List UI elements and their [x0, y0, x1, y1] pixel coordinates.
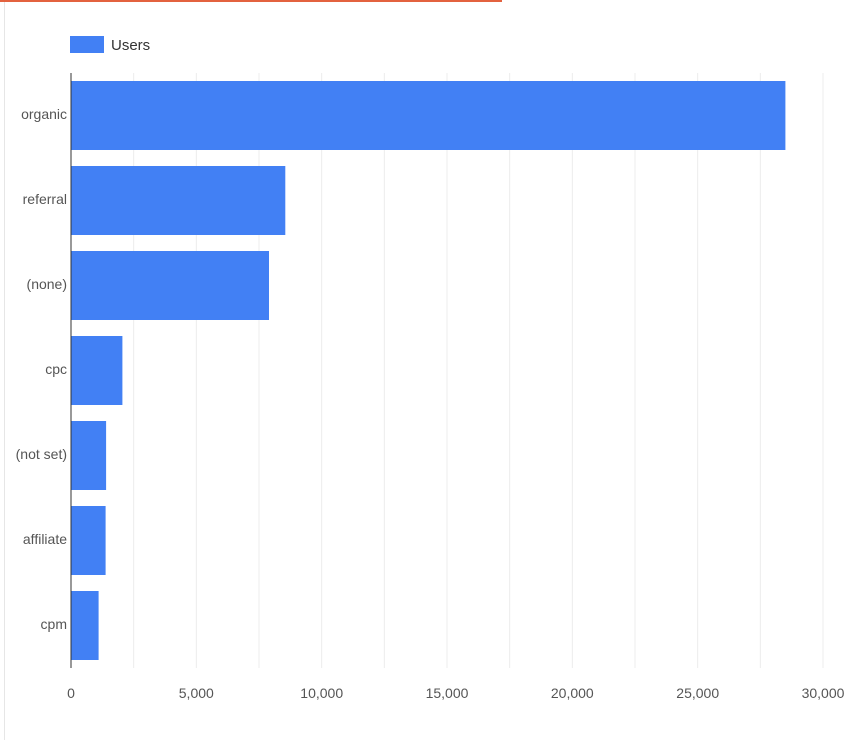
x-tick-label: 10,000: [300, 685, 343, 701]
category-label: cpc: [45, 361, 67, 377]
category-label: cpm: [41, 616, 67, 632]
category-label: (none): [27, 276, 67, 292]
x-tick-label: 5,000: [179, 685, 214, 701]
top-accent-bar: [0, 0, 502, 2]
x-tick-label: 15,000: [426, 685, 469, 701]
bar-0[interactable]: [71, 81, 786, 150]
legend-label-users: Users: [111, 37, 150, 54]
bar-2[interactable]: [71, 251, 269, 320]
x-tick-label: 30,000: [802, 685, 845, 701]
gridlines: [133, 73, 824, 668]
bar-4[interactable]: [71, 421, 107, 490]
legend-swatch-users: [70, 36, 104, 53]
x-tick-label: 20,000: [551, 685, 594, 701]
category-label: (not set): [16, 446, 67, 462]
x-tick-labels: 0 5,000 10,000 15,000 20,000 25,000 30,000: [67, 685, 845, 701]
category-label: affiliate: [23, 531, 67, 547]
category-label: organic: [21, 106, 67, 122]
bar-3[interactable]: [71, 336, 123, 405]
bar-5[interactable]: [71, 506, 106, 575]
bar-1[interactable]: [71, 166, 286, 235]
x-tick-label: 25,000: [676, 685, 719, 701]
category-labels: organic referral (none) cpc (not set) affilia…: [16, 106, 68, 632]
bar-6[interactable]: [71, 591, 99, 660]
bars: [71, 81, 786, 660]
panel-left-border: [4, 2, 5, 740]
x-tick-label: 0: [67, 685, 75, 701]
category-label: referral: [23, 191, 67, 207]
legend[interactable]: Users: [70, 36, 150, 54]
